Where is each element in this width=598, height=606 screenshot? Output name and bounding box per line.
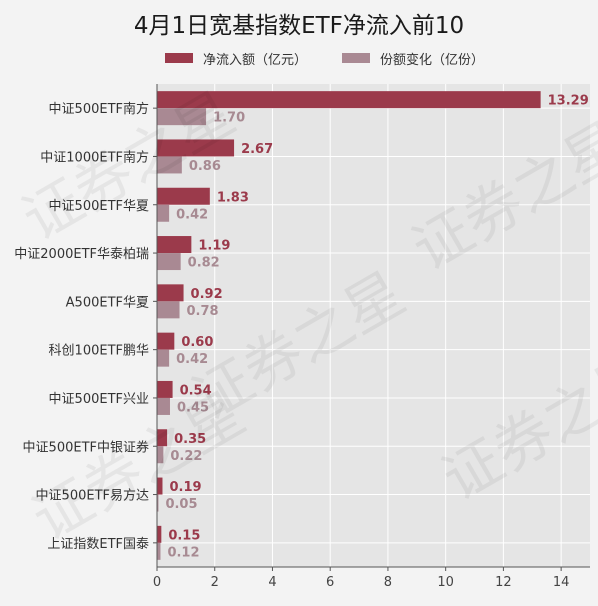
legend-swatch-net-inflow — [165, 53, 193, 63]
bar-net-inflow — [157, 139, 235, 157]
x-tick-label: 4 — [268, 575, 276, 590]
bar-share-change — [157, 108, 207, 126]
data-label-net-inflow: 0.35 — [174, 432, 206, 447]
chart-title: 4月1日宽基指数ETF净流入前10 — [133, 13, 465, 39]
data-label-net-inflow: 0.92 — [191, 287, 223, 302]
legend-item-share-change: 份额变化（亿份） — [342, 48, 484, 68]
data-label-net-inflow: 2.67 — [241, 142, 273, 157]
bar-net-inflow — [157, 284, 184, 302]
category-label: 中证500ETF中银证券 — [23, 439, 149, 455]
x-tick-label: 6 — [326, 575, 334, 590]
data-label-net-inflow: 0.54 — [180, 383, 212, 398]
data-label-share-change: 0.45 — [177, 400, 209, 415]
bar-share-change — [157, 494, 159, 512]
legend-swatch-share-change — [342, 53, 370, 63]
category-label: A500ETF华夏 — [66, 295, 149, 310]
category-label: 中证500ETF华夏 — [49, 199, 149, 214]
data-label-net-inflow: 1.83 — [217, 190, 249, 205]
bar-net-inflow — [157, 525, 162, 543]
data-label-share-change: 0.22 — [170, 449, 202, 464]
x-tick-label: 2 — [211, 575, 219, 590]
data-label-share-change: 0.42 — [176, 207, 208, 222]
data-label-net-inflow: 1.19 — [198, 239, 230, 254]
bar-net-inflow — [157, 187, 210, 205]
bar-share-change — [157, 349, 170, 367]
bar-net-inflow — [157, 236, 192, 254]
bar-share-change — [157, 446, 164, 464]
data-label-net-inflow: 0.19 — [169, 480, 201, 495]
bar-share-change — [157, 156, 182, 174]
category-label: 科创100ETF鹏华 — [49, 344, 149, 359]
bar-share-change — [157, 301, 180, 319]
bar-share-change — [157, 204, 170, 222]
legend-item-net-inflow: 净流入额（亿元） — [165, 48, 307, 68]
data-label-net-inflow: 0.60 — [181, 335, 213, 350]
bar-share-change — [157, 253, 181, 271]
data-label-share-change: 0.78 — [187, 304, 219, 319]
category-label: 中证500ETF兴业 — [49, 392, 149, 407]
category-label: 中证1000ETF南方 — [40, 149, 149, 165]
x-tick-label: 8 — [384, 575, 392, 590]
bar-net-inflow — [157, 332, 175, 350]
data-label-share-change: 0.86 — [189, 159, 221, 174]
data-label-share-change: 0.05 — [165, 497, 197, 512]
category-label: 中证500ETF南方 — [49, 101, 149, 117]
data-label-share-change: 0.82 — [188, 256, 220, 271]
data-label-share-change: 0.12 — [167, 545, 199, 560]
legend-label-share-change: 份额变化（亿份） — [380, 52, 485, 68]
x-tick-label: 14 — [553, 575, 570, 590]
category-label: 中证500ETF易方达 — [36, 488, 149, 504]
bar-net-inflow — [157, 477, 163, 495]
x-tick-label: 10 — [437, 575, 454, 590]
bar-net-inflow — [157, 429, 168, 447]
bar-share-change — [157, 397, 170, 415]
bar-net-inflow — [157, 380, 173, 398]
bar-share-change — [157, 542, 161, 560]
plot-area — [157, 84, 590, 567]
x-tick-label: 0 — [153, 575, 161, 590]
category-label: 上证指数ETF国泰 — [47, 537, 149, 552]
bar-net-inflow — [157, 91, 541, 109]
x-tick-label: 12 — [495, 575, 512, 590]
data-label-share-change: 1.70 — [213, 111, 245, 126]
data-label-net-inflow: 0.15 — [168, 528, 200, 543]
legend: 净流入额（亿元） 份额变化（亿份） — [0, 48, 598, 68]
category-label: 中证2000ETF华泰柏瑞 — [14, 247, 149, 262]
legend-label-net-inflow: 净流入额（亿元） — [203, 52, 308, 68]
data-label-share-change: 0.42 — [176, 352, 208, 367]
data-label-net-inflow: 13.29 — [548, 94, 589, 109]
